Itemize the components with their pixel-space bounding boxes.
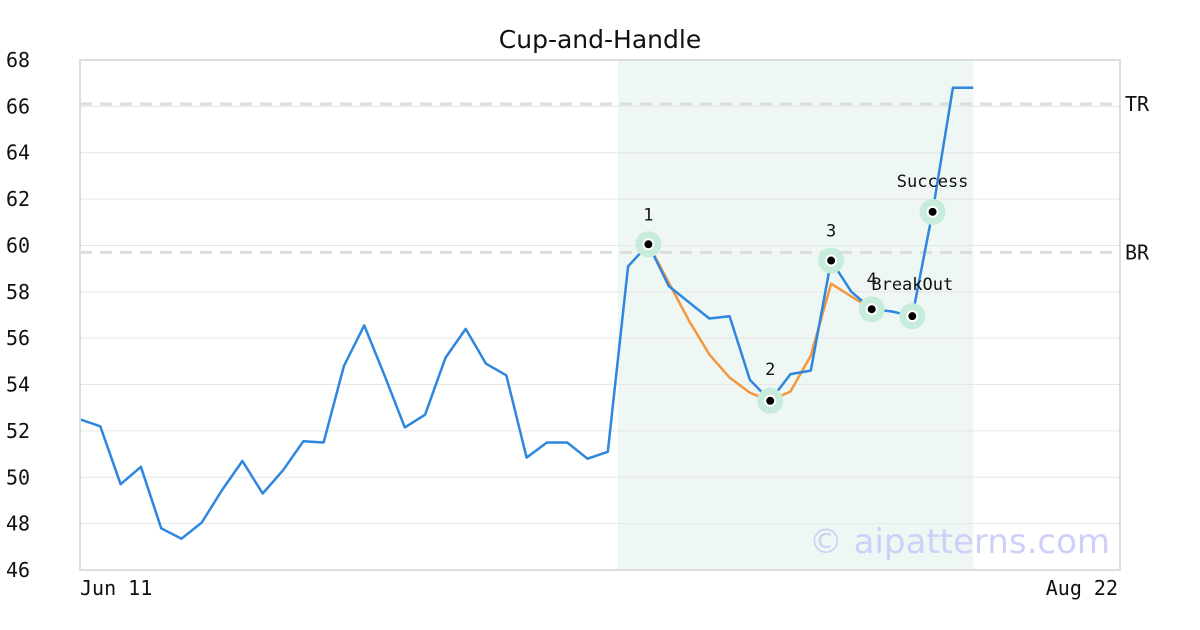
y-tick-label: 54 xyxy=(6,373,30,397)
pattern-point-label: 2 xyxy=(765,360,775,380)
pattern-point-marker xyxy=(865,303,878,316)
x-tick-label: Aug 22 xyxy=(1046,576,1118,600)
pattern-point-marker xyxy=(926,205,939,218)
price-line xyxy=(79,86,974,540)
chart-title: Cup-and-Handle xyxy=(499,25,701,54)
pattern-point-marker xyxy=(906,310,919,323)
y-tick-label: 48 xyxy=(6,512,30,536)
x-axis-ticks: Jun 11 Aug 22 xyxy=(80,576,1118,600)
y-tick-label: 60 xyxy=(6,233,30,257)
level-lines: TR BR xyxy=(80,92,1150,264)
y-tick-label: 62 xyxy=(6,187,30,211)
level-label: BR xyxy=(1125,240,1150,264)
plot-frame xyxy=(79,59,1121,571)
pattern-point-marker xyxy=(825,254,838,267)
pattern-point-label: BreakOut xyxy=(871,275,953,295)
level-label: TR xyxy=(1125,92,1150,116)
pattern-point-label: 4 xyxy=(867,270,877,290)
x-tick-label: Jun 11 xyxy=(80,576,152,600)
y-axis-ticks: 46 48 50 52 54 56 58 60 62 64 66 68 xyxy=(6,48,30,582)
y-tick-label: 50 xyxy=(6,465,30,489)
y-tick-label: 68 xyxy=(6,48,30,72)
y-tick-label: 56 xyxy=(6,326,30,350)
y-tick-label: 58 xyxy=(6,280,30,304)
y-tick-label: 66 xyxy=(6,94,30,118)
pattern-point-label: 3 xyxy=(826,222,836,242)
y-tick-label: 52 xyxy=(6,419,30,443)
y-tick-label: 64 xyxy=(6,141,30,165)
y-tick-label: 46 xyxy=(6,558,30,582)
pattern-point-marker xyxy=(764,394,777,407)
pattern-point-label: Success xyxy=(897,172,969,192)
watermark: © aipatterns.com xyxy=(809,522,1110,562)
pattern-point-label: 1 xyxy=(643,205,653,225)
pattern-point-marker xyxy=(642,238,655,251)
